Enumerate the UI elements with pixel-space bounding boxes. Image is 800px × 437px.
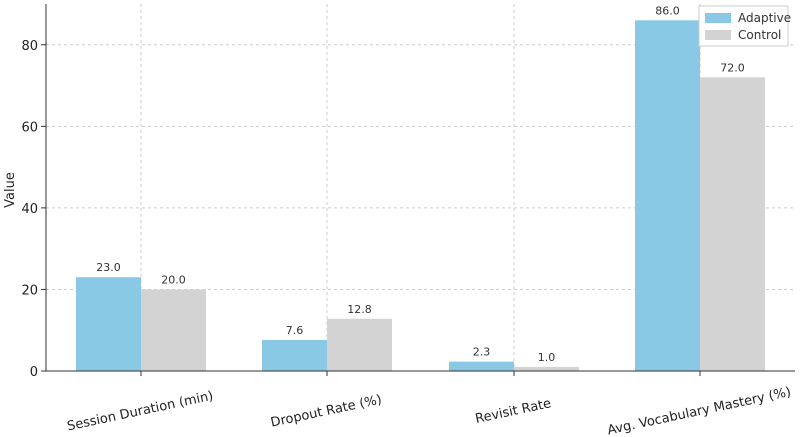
bars bbox=[76, 20, 765, 372]
x-tick-labels: Session Duration (min) Dropout Rate (%) Re… bbox=[66, 371, 792, 437]
legend-swatch-control bbox=[705, 30, 731, 40]
data-label-adaptive-0: 23.0 bbox=[96, 261, 121, 274]
y-axis-title: Value bbox=[3, 172, 18, 208]
legend-label-control: Control bbox=[738, 28, 781, 42]
bar-control-2 bbox=[514, 366, 579, 371]
bar-adaptive-3 bbox=[635, 20, 700, 372]
bar-adaptive-1 bbox=[262, 340, 327, 371]
bar-adaptive-0 bbox=[76, 277, 141, 371]
data-label-control-1: 12.8 bbox=[347, 303, 372, 316]
data-labels: 23.0 7.6 2.3 86.0 20.0 12.8 1.0 72.0 bbox=[96, 4, 745, 364]
x-tick-label: Dropout Rate (%) bbox=[269, 392, 383, 430]
x-tick-label: Avg. Vocabulary Mastery (%) bbox=[606, 385, 792, 437]
y-tick-label: 40 bbox=[21, 202, 38, 217]
data-label-control-3: 72.0 bbox=[720, 61, 745, 74]
y-tick-label: 60 bbox=[21, 120, 38, 135]
bar-control-1 bbox=[327, 318, 392, 371]
data-label-control-2: 1.0 bbox=[538, 351, 556, 364]
data-label-adaptive-2: 2.3 bbox=[473, 346, 491, 359]
legend-swatch-adaptive bbox=[705, 13, 731, 23]
axes bbox=[45, 4, 795, 372]
data-label-adaptive-3: 86.0 bbox=[655, 4, 680, 17]
bar-control-0 bbox=[141, 289, 206, 371]
x-tick-label: Session Duration (min) bbox=[66, 389, 215, 435]
x-tick-label: Revisit Rate bbox=[474, 396, 553, 427]
data-label-adaptive-1: 7.6 bbox=[286, 324, 304, 337]
bar-adaptive-2 bbox=[449, 361, 514, 371]
data-label-control-0: 20.0 bbox=[161, 273, 186, 286]
legend: Adaptive Control bbox=[698, 5, 791, 47]
bar-control-3 bbox=[700, 77, 765, 372]
y-tick-label: 80 bbox=[21, 39, 38, 54]
y-tick-label: 0 bbox=[30, 365, 38, 380]
legend-label-adaptive: Adaptive bbox=[738, 11, 791, 25]
y-tick-label: 20 bbox=[21, 283, 38, 298]
y-tick-labels: 0 20 40 60 80 bbox=[21, 39, 46, 380]
